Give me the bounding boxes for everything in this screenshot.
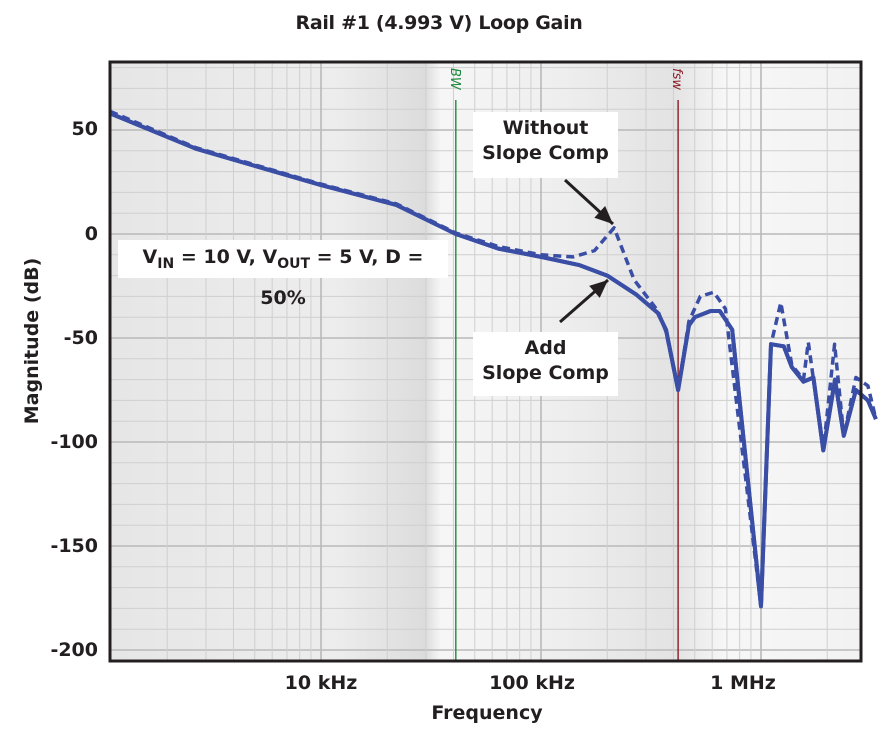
- without-slope-comp-label: Without Slope Comp: [473, 112, 618, 178]
- x-axis-label: Frequency: [431, 702, 543, 724]
- without-arrow-head: [594, 205, 613, 224]
- without-line1: Without: [502, 117, 589, 139]
- bw-marker-label: BW: [447, 68, 462, 91]
- vout-v: V: [262, 246, 278, 268]
- y-tick-minus-150: -150: [50, 535, 98, 557]
- without-line2: Slope Comp: [482, 142, 609, 164]
- conditions-label: VIN = 10 V, VOUT = 5 V, D = 50%: [118, 240, 448, 309]
- plot-border: [108, 60, 863, 663]
- vin-value: = 10 V,: [174, 246, 263, 268]
- y-tick-minus-200: -200: [50, 639, 98, 661]
- vin-sub: IN: [157, 255, 175, 272]
- x-tick-10khz: 10 kHz: [284, 672, 358, 694]
- add-arrow-head: [589, 280, 608, 298]
- add-slope-comp-label: Add Slope Comp: [473, 332, 618, 396]
- y-tick-minus-100: -100: [50, 431, 98, 453]
- x-tick-1mhz: 1 MHz: [710, 672, 776, 694]
- add-slope-comp-curve-top: [109, 111, 878, 609]
- y-tick-50: 50: [71, 118, 98, 140]
- vin-v: V: [142, 246, 158, 268]
- chart-title: Rail #1 (4.993 V) Loop Gain: [295, 12, 583, 34]
- y-tick-0: 0: [84, 223, 98, 245]
- add-line2: Slope Comp: [482, 362, 609, 384]
- add-line1: Add: [524, 337, 567, 359]
- vout-value: = 5 V, D = 50%: [260, 246, 424, 309]
- y-tick-minus-50: -50: [63, 327, 98, 349]
- vout-sub: OUT: [277, 255, 311, 272]
- fsw-marker-label: fsw: [669, 68, 684, 90]
- x-tick-100khz: 100 kHz: [489, 672, 575, 694]
